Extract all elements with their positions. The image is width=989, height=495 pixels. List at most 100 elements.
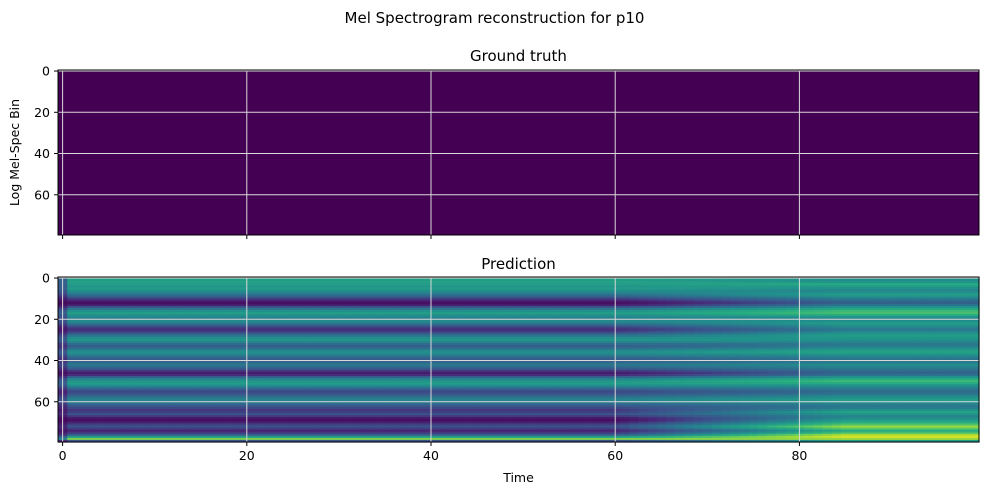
heatmap-cell <box>76 312 87 315</box>
heatmap-cell <box>804 316 814 319</box>
heatmap-cell <box>702 285 713 288</box>
heatmap-cell <box>306 376 317 379</box>
heatmap-cell <box>407 347 418 350</box>
heatmap-cell <box>85 361 96 365</box>
heatmap-cell <box>306 330 317 334</box>
heatmap-cell <box>822 291 833 295</box>
heatmap-cell <box>656 332 667 336</box>
heatmap-cell <box>573 283 584 286</box>
heatmap-cell <box>932 299 943 303</box>
heatmap-cell <box>279 301 289 305</box>
heatmap-cell <box>859 361 870 365</box>
heatmap-cell <box>380 365 391 369</box>
heatmap-cell <box>573 347 584 350</box>
heatmap-cell <box>767 289 777 293</box>
heatmap-cell <box>380 347 391 350</box>
heatmap-cell <box>297 287 308 290</box>
heatmap-cell <box>223 297 234 301</box>
heatmap-cell <box>94 301 105 305</box>
heatmap-cell <box>214 351 225 354</box>
heatmap-cell <box>546 357 556 361</box>
heatmap-cell <box>629 316 639 319</box>
heatmap-cell <box>601 330 612 334</box>
heatmap-cell <box>582 285 593 288</box>
heatmap-cell <box>113 310 124 313</box>
heatmap-cell <box>767 355 777 359</box>
heatmap-cell <box>463 334 474 338</box>
heatmap-cell <box>536 279 547 282</box>
heatmap-cell <box>813 291 824 295</box>
heatmap-cell <box>555 338 566 342</box>
heatmap-cell <box>702 287 713 290</box>
heatmap-cell <box>536 369 547 373</box>
heatmap-cell <box>196 340 206 344</box>
heatmap-cell <box>868 340 879 344</box>
heatmap-cell <box>675 301 685 305</box>
heatmap-cell <box>868 303 879 307</box>
heatmap-cell <box>629 279 639 282</box>
heatmap-cell <box>500 316 510 319</box>
heatmap-cell <box>757 349 768 352</box>
heatmap-cell <box>168 322 179 326</box>
heatmap-cell <box>361 289 372 293</box>
heatmap-cell <box>831 326 842 330</box>
heatmap-cell <box>886 373 897 377</box>
heatmap-cell <box>444 338 455 342</box>
heatmap-cell <box>785 343 796 346</box>
heatmap-cell <box>104 326 114 330</box>
heatmap-cell <box>942 281 952 284</box>
heatmap-cell <box>960 281 971 284</box>
heatmap-cell <box>94 349 105 352</box>
heatmap-cell <box>343 373 354 377</box>
heatmap-cell <box>748 345 759 348</box>
heatmap-cell <box>592 310 602 313</box>
heatmap-cell <box>684 357 695 361</box>
heatmap-cell <box>205 371 216 375</box>
heatmap-cell <box>417 363 427 367</box>
heatmap-cell <box>407 291 418 295</box>
heatmap-cell <box>251 378 262 381</box>
heatmap-cell <box>960 324 971 328</box>
heatmap-cell <box>831 283 842 286</box>
heatmap-cell <box>297 283 308 286</box>
heatmap-cell <box>730 373 741 377</box>
heatmap-cell <box>601 314 612 317</box>
heatmap-cell <box>315 314 326 317</box>
heatmap-cell <box>536 301 547 305</box>
heatmap-cell <box>730 295 741 299</box>
heatmap-cell <box>490 279 501 282</box>
heatmap-cell <box>361 365 372 369</box>
heatmap-cell <box>555 371 566 375</box>
heatmap-cell <box>518 349 529 352</box>
heatmap-cell <box>269 291 280 295</box>
heatmap-cell <box>573 332 584 336</box>
heatmap-cell <box>260 281 271 284</box>
heatmap-cell <box>886 314 897 317</box>
heatmap-cell <box>269 279 280 282</box>
heatmap-cell <box>582 312 593 315</box>
heatmap-cell <box>564 340 575 344</box>
heatmap-cell <box>721 336 731 340</box>
heatmap-cell <box>407 369 418 373</box>
heatmap-cell <box>877 295 888 299</box>
heatmap-cell <box>804 295 814 299</box>
heatmap-cell <box>398 367 409 371</box>
heatmap-cell <box>398 332 409 336</box>
heatmap-cell <box>214 283 225 286</box>
heatmap-cell <box>840 287 851 290</box>
heatmap-cell <box>104 338 114 342</box>
heatmap-cell <box>205 279 216 282</box>
heatmap-cell <box>76 330 87 334</box>
heatmap-cell <box>868 281 879 284</box>
heatmap-cell <box>785 316 796 319</box>
heatmap-cell <box>748 332 759 336</box>
heatmap-cell <box>463 336 474 340</box>
heatmap-cell <box>205 326 216 330</box>
heatmap-cell <box>601 332 612 336</box>
heatmap-cell <box>619 363 630 367</box>
heatmap-cell <box>361 303 372 307</box>
heatmap-cell <box>813 334 824 338</box>
heatmap-cell <box>315 357 326 361</box>
heatmap-cell <box>122 303 133 307</box>
heatmap-cell <box>389 326 400 330</box>
